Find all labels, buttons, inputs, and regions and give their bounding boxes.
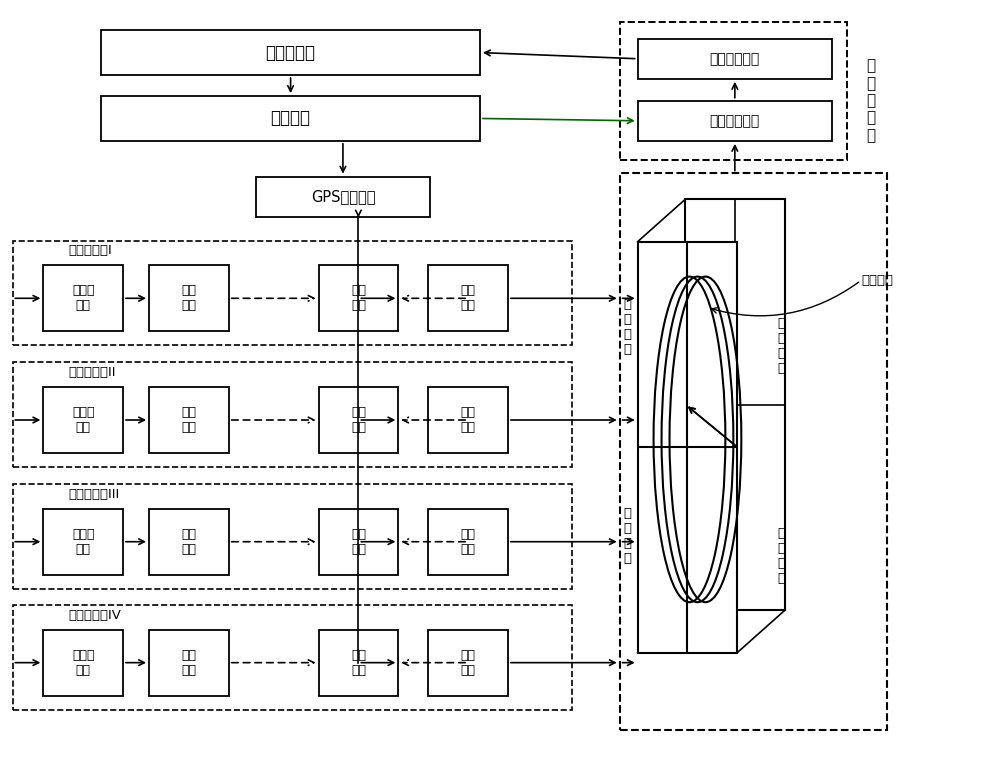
Bar: [149, 387, 229, 453]
Bar: [149, 629, 229, 696]
Bar: [428, 265, 508, 331]
Text: 大功率
电源: 大功率 电源: [72, 406, 94, 434]
Text: 大功率
电源: 大功率 电源: [72, 527, 94, 555]
Text: 储能
电容: 储能 电容: [181, 406, 196, 434]
Text: 发射子系统III: 发射子系统III: [68, 488, 119, 501]
Text: 发射
桥路: 发射 桥路: [351, 649, 366, 677]
Text: 发射子系统II: 发射子系统II: [68, 366, 116, 379]
Text: 接
收
子
系
统: 接 收 子 系 统: [866, 58, 876, 143]
Bar: [428, 387, 508, 453]
Bar: [149, 265, 229, 331]
Bar: [428, 629, 508, 696]
Bar: [256, 177, 430, 217]
Text: 信号调理模块: 信号调理模块: [710, 114, 760, 128]
Bar: [319, 629, 398, 696]
Bar: [319, 509, 398, 575]
Text: 配谐
电容: 配谐 电容: [461, 284, 476, 312]
Bar: [428, 509, 508, 575]
Bar: [13, 363, 572, 467]
Bar: [101, 96, 480, 141]
Bar: [43, 387, 123, 453]
Bar: [319, 265, 398, 331]
Bar: [685, 199, 785, 610]
Text: 发
射
线
圈: 发 射 线 圈: [777, 317, 785, 375]
Text: 上位机系统: 上位机系统: [266, 44, 316, 61]
Bar: [149, 509, 229, 575]
Text: 发
射
线
圈: 发 射 线 圈: [624, 507, 632, 566]
Text: 发射
桥路: 发射 桥路: [351, 284, 366, 312]
Text: 储能
电容: 储能 电容: [181, 649, 196, 677]
Bar: [620, 23, 847, 160]
Bar: [638, 100, 832, 141]
Text: 发
射
线
圈: 发 射 线 圈: [624, 298, 632, 356]
Text: 发
射
线
圈: 发 射 线 圈: [777, 527, 785, 585]
Text: 接收线圈: 接收线圈: [861, 274, 893, 287]
Text: 发射子系统I: 发射子系统I: [68, 244, 112, 258]
Text: 大功率
电源: 大功率 电源: [72, 649, 94, 677]
Text: 配谐
电容: 配谐 电容: [461, 527, 476, 555]
Bar: [319, 387, 398, 453]
Text: GPS同步信号: GPS同步信号: [311, 189, 375, 205]
Bar: [620, 173, 887, 730]
Bar: [13, 240, 572, 345]
Text: 储能
电容: 储能 电容: [181, 527, 196, 555]
Text: 发射
桥路: 发射 桥路: [351, 527, 366, 555]
Text: 模数转换模块: 模数转换模块: [710, 52, 760, 66]
Text: 储能
电容: 储能 电容: [181, 284, 196, 312]
Text: 发射
桥路: 发射 桥路: [351, 406, 366, 434]
Bar: [43, 265, 123, 331]
Text: 配谐
电容: 配谐 电容: [461, 649, 476, 677]
Bar: [638, 242, 737, 653]
Text: 配谐
电容: 配谐 电容: [461, 406, 476, 434]
Bar: [43, 629, 123, 696]
Bar: [13, 484, 572, 589]
Bar: [13, 605, 572, 710]
Text: 大功率
电源: 大功率 电源: [72, 284, 94, 312]
Bar: [638, 39, 832, 79]
Text: 主控制器: 主控制器: [271, 110, 311, 128]
Bar: [101, 30, 480, 75]
Bar: [43, 509, 123, 575]
Text: 发射子系统IV: 发射子系统IV: [68, 608, 121, 622]
